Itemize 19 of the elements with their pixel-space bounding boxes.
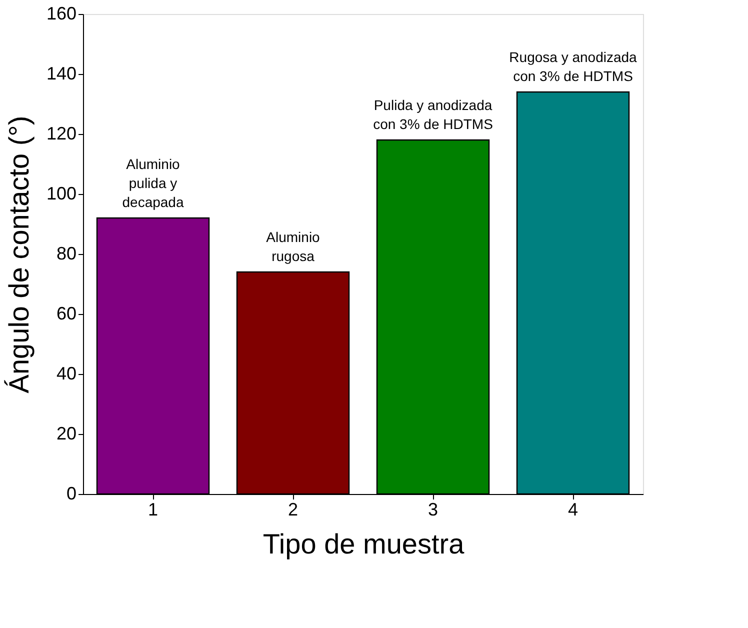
y-tick-label: 60 (56, 304, 76, 324)
y-tick-label: 80 (56, 244, 76, 264)
x-tick-label: 4 (568, 500, 578, 520)
y-tick-label: 0 (66, 484, 76, 504)
y-tick-label: 120 (46, 124, 76, 144)
annotation: Rugosa y anodizada con 3% de HDTMS (509, 49, 638, 84)
y-tick-label: 140 (46, 64, 76, 84)
x-tick-label: 3 (428, 500, 438, 520)
y-tick-label: 40 (56, 364, 76, 384)
x-tick-label: 2 (288, 500, 298, 520)
x-tick-label: 1 (148, 500, 158, 520)
annotation: Pulida y anodizada con 3% de HDTMS (373, 97, 493, 132)
x-axis-title: Tipo de muestra (262, 528, 465, 560)
annotation: Aluminio pulida y decapada (122, 156, 184, 210)
y-axis-title: Ángulo de contacto (°) (3, 116, 34, 394)
y-tick-label: 100 (46, 184, 76, 204)
y-tick-label: 20 (56, 424, 76, 444)
y-tick-label: 160 (46, 4, 76, 24)
annotation: Aluminio rugosa (266, 229, 320, 264)
